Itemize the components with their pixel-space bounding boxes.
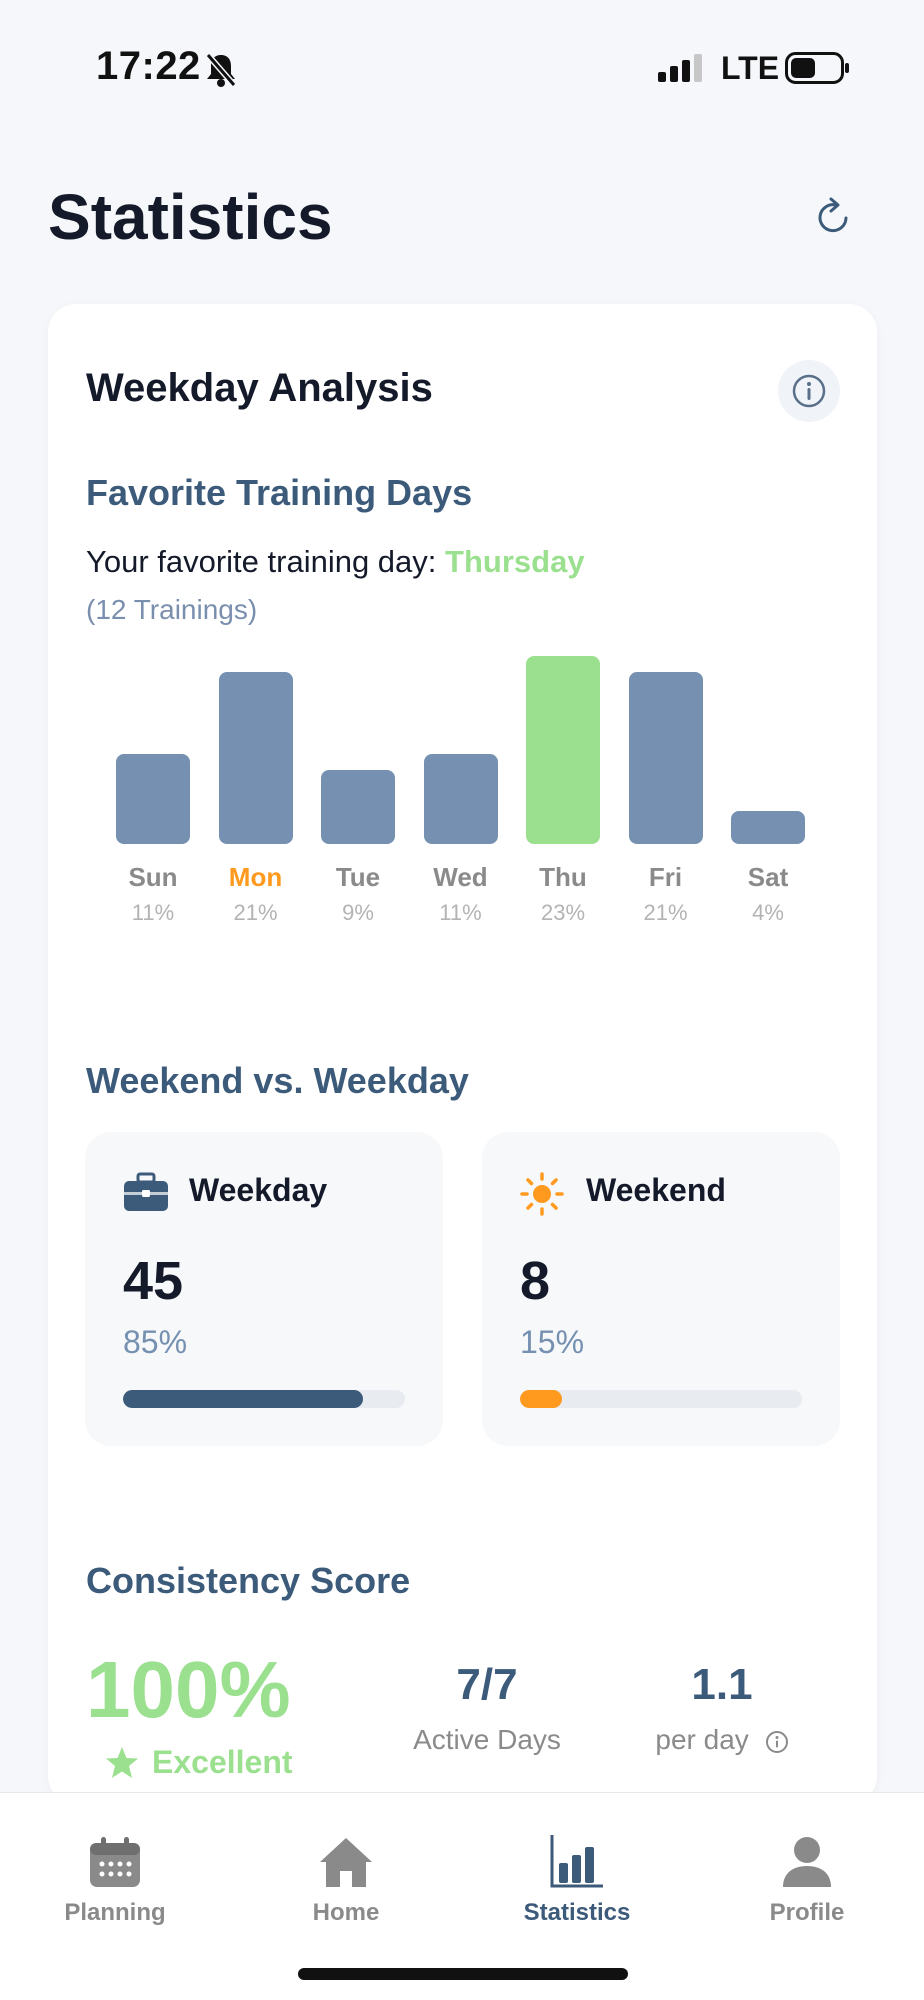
day-percent-fri: 21% (643, 900, 688, 925)
tab-home[interactable]: Home (256, 1829, 436, 1927)
consistency-score: 100% (86, 1645, 291, 1734)
active-days-value: 7/7 (456, 1660, 518, 1709)
weekend-percent: 15% (520, 1324, 585, 1360)
bar-fri (628, 672, 703, 844)
tab-home-label: Home (312, 1899, 380, 1926)
favorite-day-prefix: Your favorite training day: (86, 544, 437, 579)
weekday-analysis-card: Weekday Analysis Favorite Training Days … (48, 304, 877, 1804)
home-indicator (298, 1968, 628, 1980)
tab-profile[interactable]: Profile (717, 1829, 897, 1927)
per-day-info-icon[interactable] (765, 1730, 789, 1754)
battery-icon (785, 52, 851, 89)
bar-mon (218, 672, 293, 844)
day-label-thu: Thu (539, 862, 587, 892)
refresh-button[interactable] (810, 192, 858, 240)
calendar-icon (90, 1837, 140, 1887)
day-percent-mon: 21% (233, 900, 278, 925)
network-label: LTE (721, 50, 780, 86)
consistency-title: Consistency Score (86, 1560, 411, 1601)
day-percent-tue: 9% (342, 900, 374, 925)
day-label-sat: Sat (747, 862, 789, 892)
status-time: 17:22 (96, 44, 201, 88)
weekend-weekday-title: Weekend vs. Weekday (86, 1060, 469, 1101)
weekday-stat-box: Weekday 45 85% (85, 1132, 443, 1446)
profile-icon (783, 1837, 831, 1887)
day-label-wed: Wed (433, 862, 488, 892)
bar-thu (526, 656, 600, 844)
bar-sun (116, 754, 190, 844)
signal-icon (658, 54, 704, 87)
bar-wed (423, 754, 498, 844)
day-label-mon: Mon (228, 862, 283, 892)
favorite-day-count: (12 Trainings) (86, 594, 258, 625)
day-percent-wed: 11% (439, 900, 482, 925)
favorite-day-line: Your favorite training day: Thursday (86, 544, 585, 580)
refresh-icon (818, 197, 848, 233)
weekday-percent: 85% (123, 1324, 188, 1360)
per-day-label-text: per day (655, 1724, 749, 1755)
weekend-value: 8 (520, 1251, 551, 1311)
status-bar: 17:22 LTE (0, 0, 924, 140)
page-title: Statistics (48, 181, 333, 253)
sun-icon (520, 1172, 564, 1221)
card-title: Weekday Analysis (86, 366, 433, 410)
weekday-progress-bar (123, 1390, 405, 1408)
weekday-bar-chart: Sun 11% Mon 21% Tue 9% Wed 11% Thu 23% Fri 21% Sat 4% (48, 644, 877, 964)
bell-muted-icon (204, 52, 238, 93)
weekday-value: 45 (123, 1251, 184, 1311)
star-icon (106, 1746, 138, 1778)
weekday-label: Weekday (189, 1172, 328, 1208)
day-percent-sat: 4% (752, 900, 784, 925)
per-day-label: per day (602, 1724, 842, 1756)
day-label-tue: Tue (335, 862, 381, 892)
tab-planning-label: Planning (64, 1899, 166, 1926)
tab-planning[interactable]: Planning (25, 1829, 205, 1927)
tab-statistics-label: Statistics (523, 1899, 631, 1926)
favorite-days-title: Favorite Training Days (86, 472, 473, 513)
tab-bar: Planning Home Statistics Profile (0, 1792, 924, 2000)
home-icon (320, 1838, 372, 1887)
active-days-label: Active Days (413, 1724, 561, 1755)
bar-sat (731, 811, 805, 844)
day-percent-thu: 23% (540, 900, 586, 925)
bar-tue (321, 770, 395, 844)
consistency-rating: Excellent (104, 1744, 293, 1781)
info-icon (792, 374, 826, 408)
favorite-day-value: Thursday (445, 544, 585, 579)
tab-profile-label: Profile (769, 1899, 845, 1926)
weekend-stat-box: Weekend 8 15% (482, 1132, 840, 1446)
info-button[interactable] (778, 360, 840, 422)
weekday-progress-fill (123, 1390, 363, 1408)
weekend-label: Weekend (586, 1172, 726, 1208)
weekend-progress-bar (520, 1390, 802, 1408)
tab-statistics[interactable]: Statistics (487, 1829, 667, 1927)
weekend-progress-fill (520, 1390, 563, 1408)
briefcase-icon (123, 1172, 169, 1217)
consistency-rating-label: Excellent (152, 1744, 293, 1780)
day-percent-sun: 11% (131, 900, 175, 925)
day-label-fri: Fri (648, 862, 683, 892)
bar-chart-icon (550, 1835, 603, 1888)
day-label-sun: Sun (128, 862, 178, 892)
per-day-value: 1.1 (691, 1660, 753, 1709)
